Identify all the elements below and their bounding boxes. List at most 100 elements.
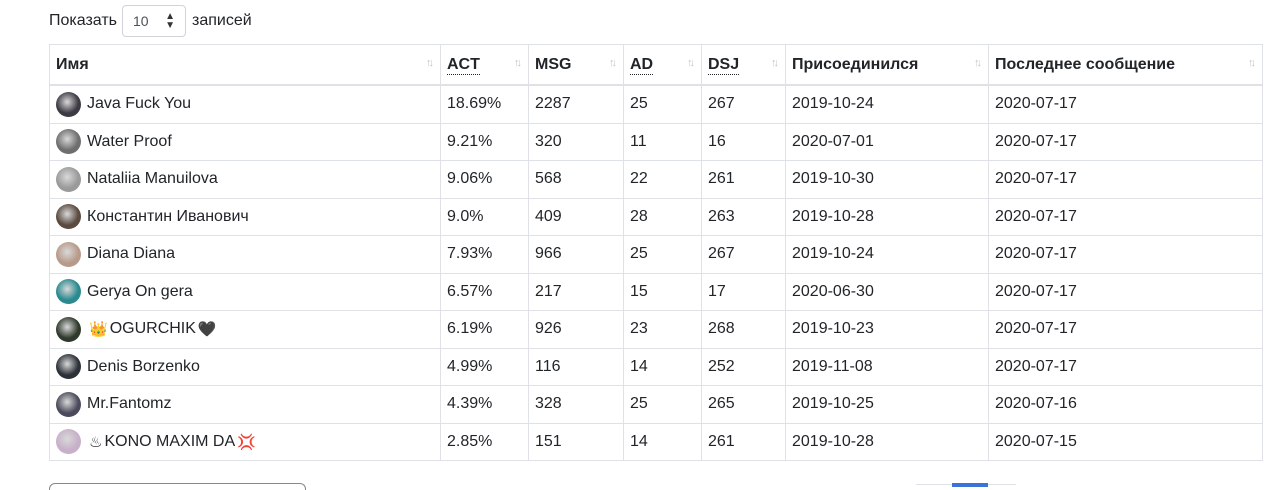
length-menu-suffix: записей [192,12,252,29]
cell-dsj: 16 [701,122,786,161]
avatar[interactable] [56,279,81,305]
column-header-label: ACT [447,55,480,75]
table-row: ♨ KONO MAXIM DA 💢 2.85% 151 14 261 2019-10-28 20… [49,422,1263,461]
cell-name: ♨ KONO MAXIM DA 💢 [49,422,441,461]
cell-ad: 28 [623,197,702,236]
cell-act: 2.85% [440,422,529,461]
cell-msg: 116 [528,347,624,386]
emoji-before: 👑 [89,321,108,339]
avatar[interactable] [56,91,81,117]
cell-ad: 22 [623,160,702,199]
column-header-label: Присоединился [792,55,919,73]
user-name-wrap: Nataliia Manuilova [56,161,434,197]
column-header-name[interactable]: Имя ↑↓ [49,44,441,86]
cell-dsj: 265 [701,385,786,424]
column-header-label: Имя [56,55,89,73]
length-menu: Показать 10 ▲ ▼ записей [49,4,252,38]
cell-act: 9.21% [440,122,529,161]
sort-icon: ↑↓ [771,57,779,69]
user-name[interactable]: Java Fuck You [87,95,192,113]
avatar[interactable] [56,316,81,342]
user-name[interactable]: KONO MAXIM DA [104,432,236,450]
cell-ad: 15 [623,272,702,311]
sort-icon: ↑↓ [426,57,434,69]
cell-ad: 25 [623,235,702,274]
cell-joined: 2019-10-24 [785,235,989,274]
cell-name: Mr.Fantomz [49,385,441,424]
page-length-value: 10 [133,13,149,29]
cell-last: 2020-07-17 [988,272,1263,311]
cell-dsj: 268 [701,310,786,349]
cell-msg: 217 [528,272,624,311]
cell-last: 2020-07-15 [988,422,1263,461]
user-name[interactable]: Константин Иванович [87,207,249,225]
user-name[interactable]: Mr.Fantomz [87,395,172,413]
avatar[interactable] [56,354,81,380]
avatar[interactable] [56,241,81,267]
cell-name: Константин Иванович [49,197,441,236]
cell-dsj: 261 [701,422,786,461]
cell-ad: 23 [623,310,702,349]
column-header-joined[interactable]: Присоединился ↑↓ [785,44,989,86]
avatar[interactable] [56,429,81,455]
user-name-wrap: 👑 OGURCHIK 🖤 [56,311,434,347]
cell-ad: 25 [623,385,702,424]
user-name-wrap: Gerya On gera [56,274,434,310]
cell-act: 7.93% [440,235,529,274]
column-header-label: DSJ [708,55,740,75]
cell-last: 2020-07-17 [988,310,1263,349]
table-body: Java Fuck You 18.69% 2287 25 267 2019-10-24 20… [49,85,1263,461]
user-name-wrap: Diana Diana [56,236,434,272]
emoji-after: 🖤 [197,321,217,339]
cell-ad: 14 [623,422,702,461]
cell-name: Gerya On gera [49,272,441,311]
avatar[interactable] [56,391,81,417]
table-row: 👑 OGURCHIK 🖤 6.19% 926 23 268 2019-10-23 2020-07… [49,310,1263,349]
user-name-wrap: Water Proof [56,124,434,160]
user-name[interactable]: Diana Diana [87,245,176,263]
column-header-label: AD [630,55,654,75]
avatar[interactable] [56,166,81,192]
cell-joined: 2019-10-28 [785,422,989,461]
table-row: Water Proof 9.21% 320 11 16 2020-07-01 2020-07… [49,122,1263,161]
emoji-before: ♨ [89,433,103,451]
column-header-last[interactable]: Последнее сообщение ↑↓ [988,44,1263,86]
length-menu-prefix: Показать [49,12,118,29]
table-row: Gerya On gera 6.57% 217 15 17 2020-06-30 2020-… [49,272,1263,311]
user-name[interactable]: Gerya On gera [87,282,193,300]
info-box-edge [49,483,306,490]
column-header-label: Последнее сообщение [995,55,1175,73]
pagination-active-page[interactable] [952,483,988,487]
sort-icon: ↑↓ [514,57,522,69]
cell-joined: 2019-10-24 [785,85,989,124]
cell-joined: 2019-10-23 [785,310,989,349]
cell-act: 18.69% [440,85,529,124]
sort-icon: ↑↓ [687,57,695,69]
cell-last: 2020-07-17 [988,235,1263,274]
user-name[interactable]: OGURCHIK [109,320,196,338]
cell-act: 9.06% [440,160,529,199]
cell-last: 2020-07-17 [988,347,1263,386]
cell-msg: 328 [528,385,624,424]
column-header-label: MSG [535,55,572,73]
user-name-wrap: Константин Иванович [56,199,434,235]
cell-act: 4.39% [440,385,529,424]
column-header-msg[interactable]: MSG ↑↓ [528,44,624,86]
column-header-ad[interactable]: AD ↑↓ [623,44,702,86]
cell-act: 6.57% [440,272,529,311]
cell-name: Water Proof [49,122,441,161]
avatar[interactable] [56,204,81,230]
user-name[interactable]: Nataliia Manuilova [87,170,218,188]
column-header-dsj[interactable]: DSJ ↑↓ [701,44,786,86]
avatar[interactable] [56,129,81,155]
cell-last: 2020-07-17 [988,122,1263,161]
column-header-act[interactable]: ACT ↑↓ [440,44,529,86]
table-row: Константин Иванович 9.0% 409 28 263 2019-10-2… [49,197,1263,236]
user-name[interactable]: Denis Borzenko [87,357,200,375]
cell-last: 2020-07-17 [988,85,1263,124]
user-name[interactable]: Water Proof [87,132,172,150]
table-row: Nataliia Manuilova 9.06% 568 22 261 2019-10-3… [49,160,1263,199]
cell-name: Denis Borzenko [49,347,441,386]
page-length-select[interactable]: 10 ▲ ▼ [122,5,187,37]
cell-name: Java Fuck You [49,85,441,124]
